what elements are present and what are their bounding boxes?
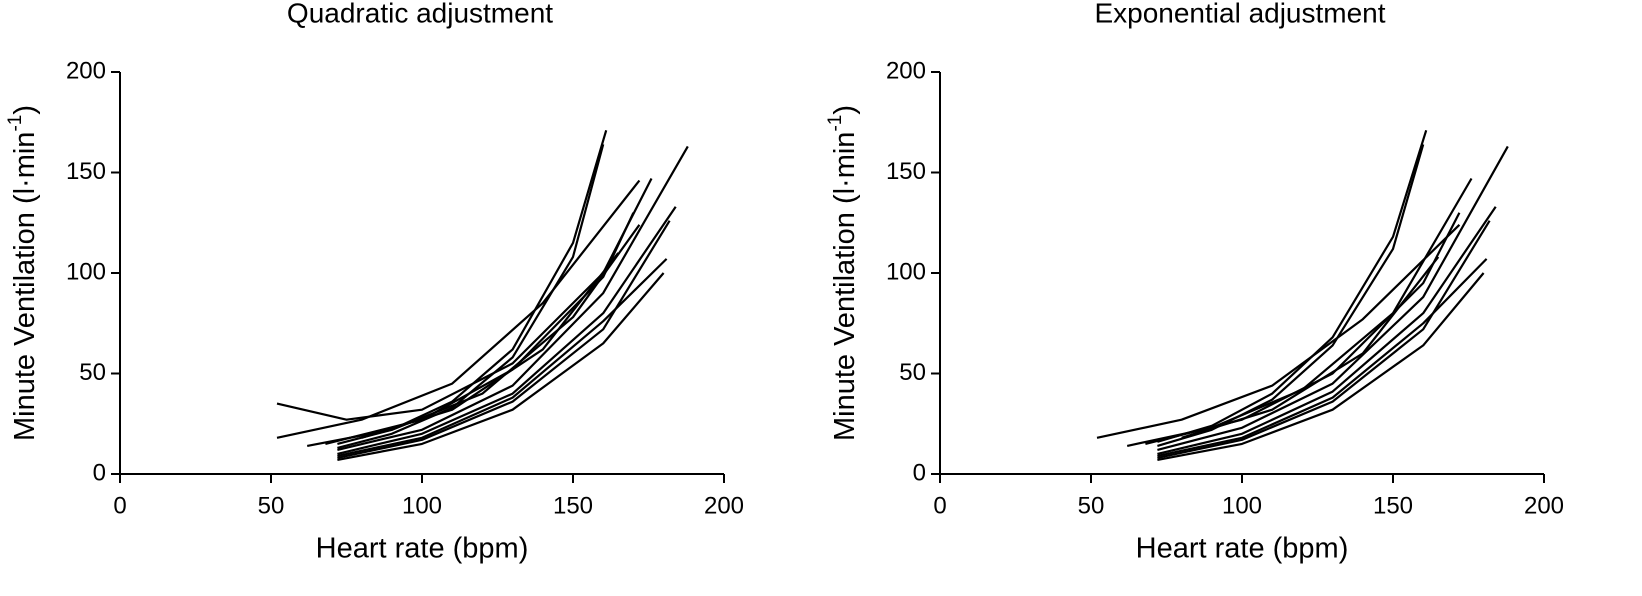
curve xyxy=(1157,258,1488,457)
x-tick-label: 100 xyxy=(402,492,442,519)
y-label-part: ) xyxy=(829,105,861,115)
curve xyxy=(1145,212,1461,445)
chart-title: Exponential adjustment xyxy=(1094,0,1385,28)
x-tick-label: 150 xyxy=(1373,492,1413,519)
curve xyxy=(276,177,653,421)
y-tick-label: 100 xyxy=(66,258,106,285)
y-tick-label: 150 xyxy=(886,158,926,185)
panel: Exponential adjustment 0 50 100 150 200 0 50 100… xyxy=(825,0,1565,565)
x-tick-label: 0 xyxy=(113,492,126,519)
y-tick-label: 0 xyxy=(93,459,106,486)
y-tick-label: 0 xyxy=(913,459,926,486)
y-label-superscript: -1 xyxy=(825,115,846,132)
curve xyxy=(1157,144,1425,447)
y-tick-label: 150 xyxy=(66,158,106,185)
curve xyxy=(337,145,689,451)
x-tick-label: 150 xyxy=(553,492,593,519)
curve xyxy=(337,272,665,461)
y-axis-label: Minute Ventilation (l·min-1) xyxy=(5,105,41,441)
curve xyxy=(1157,145,1509,451)
y-tick-label: 200 xyxy=(886,57,926,84)
curve xyxy=(337,206,677,455)
x-axis-label: Heart rate (bpm) xyxy=(316,533,529,565)
curve xyxy=(1126,177,1473,447)
y-tick-label: 50 xyxy=(79,359,106,386)
x-tick-label: 100 xyxy=(1222,492,1262,519)
y-label-part: ) xyxy=(9,105,41,115)
curve xyxy=(1096,224,1461,439)
x-tick-label: 0 xyxy=(933,492,946,519)
x-tick-label: 200 xyxy=(704,492,744,519)
curve xyxy=(337,220,671,459)
x-tick-label: 200 xyxy=(1524,492,1564,519)
curve xyxy=(337,144,605,449)
x-tick-label: 50 xyxy=(1078,492,1105,519)
curve xyxy=(306,224,641,447)
y-tick-label: 50 xyxy=(899,359,926,386)
x-tick-label: 50 xyxy=(258,492,285,519)
y-label-part: Minute Ventilation (l·min xyxy=(829,132,861,441)
curve xyxy=(1157,272,1485,461)
curve xyxy=(1157,220,1491,459)
y-tick-label: 200 xyxy=(66,57,106,84)
curve xyxy=(276,179,641,439)
chart-title: Quadratic adjustment xyxy=(287,0,553,28)
y-label-superscript: -1 xyxy=(5,115,26,132)
curve xyxy=(1181,256,1440,439)
curve xyxy=(1157,206,1497,455)
curve xyxy=(361,252,620,439)
y-tick-label: 100 xyxy=(886,258,926,285)
x-axis-label: Heart rate (bpm) xyxy=(1136,533,1349,565)
panel: Quadratic adjustment 0 50 100 150 200 0 50 100 15… xyxy=(5,0,745,565)
y-label-part: Minute Ventilation (l·min xyxy=(9,132,41,441)
curve xyxy=(337,258,668,457)
y-axis-label: Minute Ventilation (l·min-1) xyxy=(825,105,861,441)
